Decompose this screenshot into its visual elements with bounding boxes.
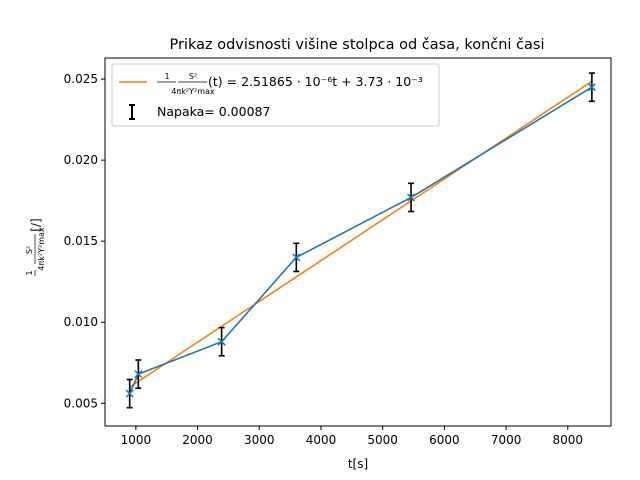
data-point xyxy=(407,193,416,202)
x-tick-label: 4000 xyxy=(306,433,337,447)
y-axis-label-denominator: 4πk²Y²max xyxy=(37,227,46,271)
ticks: 1000 2000 3000 4000 5000 6000 7000 8000 0.005 0.0… xyxy=(64,72,583,447)
y-axis-label-units: [/] xyxy=(29,218,43,231)
legend: 1 S² 4πk²Y²max (t) = 2.51865 · 10⁻⁶t + 3… xyxy=(111,63,440,127)
x-tick-label: 3000 xyxy=(244,433,275,447)
x-tick-label: 2000 xyxy=(182,433,213,447)
y-axis-label-coefficient: 1 xyxy=(25,270,34,275)
legend-fit-coefficient: 1 xyxy=(164,72,169,81)
data-point-stroke xyxy=(292,253,301,262)
data-layer xyxy=(125,72,596,409)
legend-fit-numerator: S² xyxy=(189,72,197,81)
y-tick-label: 0.025 xyxy=(64,72,98,86)
data-point xyxy=(587,83,596,92)
legend-box xyxy=(111,63,440,127)
y-axis-label-numerator: S² xyxy=(25,246,34,254)
x-tick-label: 7000 xyxy=(491,433,522,447)
y-axis-label: 1 S² 4πk²Y²max [/] xyxy=(25,218,46,276)
data-point-stroke xyxy=(587,83,596,92)
x-tick-label: 5000 xyxy=(367,433,398,447)
legend-fit-denominator: 4πk²Y²max xyxy=(171,87,215,96)
legend-error-label: Napaka= 0.00087 xyxy=(157,104,270,119)
data-point-stroke xyxy=(125,389,134,398)
data-point xyxy=(125,389,134,398)
chart-title: Prikaz odvisnosti višine stolpca od časa… xyxy=(169,37,544,53)
data-point xyxy=(217,337,226,346)
data-point-stroke xyxy=(217,337,226,346)
y-tick-label: 0.015 xyxy=(64,234,98,248)
measurement-line xyxy=(128,86,593,394)
y-tick-label: 0.020 xyxy=(64,153,98,167)
x-tick-label: 1000 xyxy=(121,433,152,447)
plot-frame xyxy=(104,57,612,427)
x-tick-label: 8000 xyxy=(553,433,584,447)
x-axis-label: t[s] xyxy=(348,457,368,471)
legend-error-sample xyxy=(129,104,135,120)
data-point-stroke xyxy=(407,193,416,202)
data-point xyxy=(134,370,143,379)
legend-fit-equation: (t) = 2.51865 · 10⁻⁶t + 3.73 · 10⁻³ xyxy=(208,74,423,89)
axes xyxy=(104,57,612,427)
y-tick-label: 0.005 xyxy=(64,396,98,410)
y-tick-label: 0.010 xyxy=(64,315,98,329)
data-point xyxy=(292,253,301,262)
x-tick-label: 6000 xyxy=(429,433,460,447)
fit-line xyxy=(129,80,593,388)
data-point-stroke xyxy=(134,370,143,379)
